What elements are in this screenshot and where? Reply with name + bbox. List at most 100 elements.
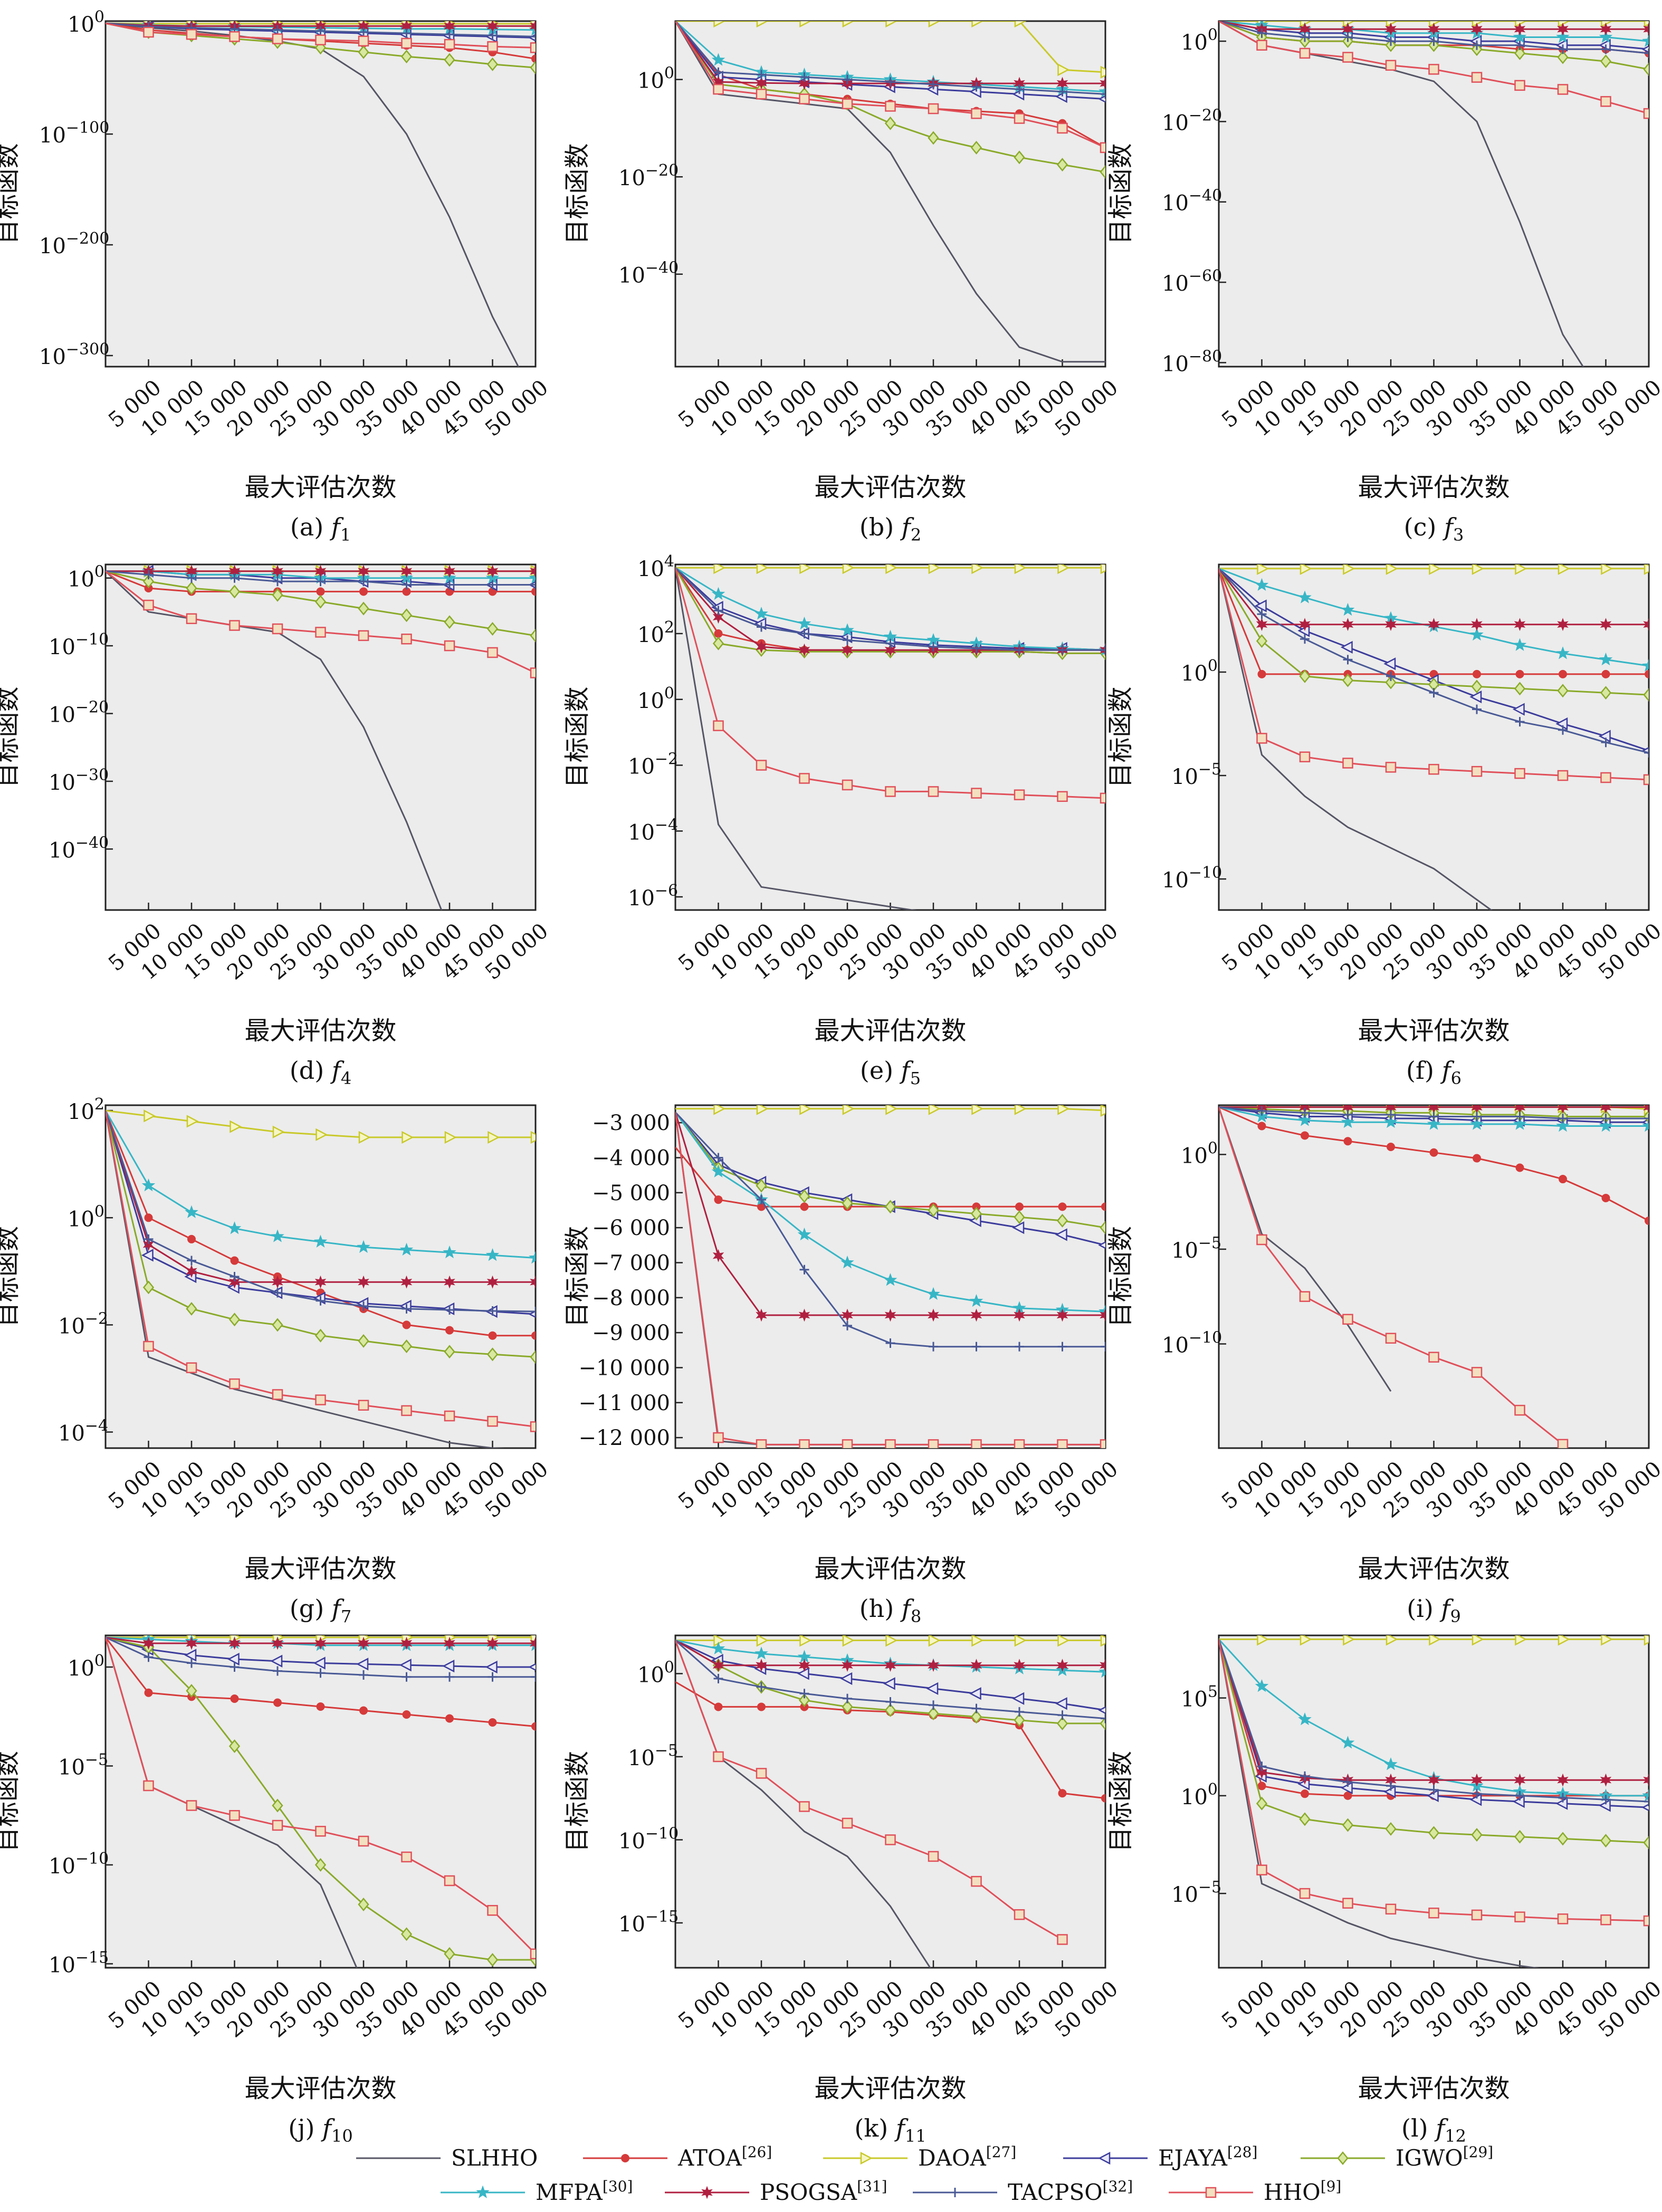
data-point-hho [885,1439,896,1448]
data-point-igwo [358,45,369,59]
data-point-atoa [488,1718,497,1727]
data-point-psogsa [1385,22,1397,36]
data-point-daoa [1515,564,1527,575]
data-point-daoa [1057,1635,1070,1647]
data-point-igwo [970,1710,982,1724]
data-point-ejaya [1012,1692,1025,1705]
legend-item-igwo: IGWO[29] [1301,2143,1493,2171]
y-tick-label: 10−15 [49,1949,109,1978]
data-point-daoa [1100,1635,1105,1647]
data-point-mfpa [141,1178,156,1192]
data-point-tacpso [488,580,498,590]
data-point-hho [1256,1234,1267,1246]
data-point-tacpso [1057,645,1067,655]
data-point-ejaya [1383,657,1396,671]
data-point-hho [1385,60,1397,71]
data-point-daoa [1472,21,1484,28]
data-point-daoa [1100,564,1105,574]
data-point-mfpa [1599,30,1613,43]
data-point-tacpso [843,1320,852,1330]
data-point-psogsa [712,1249,724,1262]
data-point-atoa [359,1706,368,1715]
x-axis-title: 最大评估次数 [244,1016,396,1046]
data-point-tacpso [1558,44,1568,54]
panel-caption: (i) f9 [1407,1594,1461,1626]
data-point-hho [799,773,810,784]
data-point-igwo [756,1179,767,1193]
y-tick-label: 10−10 [49,1850,109,1879]
data-point-tacpso [971,644,981,654]
data-point-tacpso [757,1195,766,1205]
data-point-hho [272,1820,283,1831]
data-point-hho [1428,1907,1439,1919]
data-point-daoa [842,1105,855,1115]
data-point-igwo [928,1203,939,1217]
data-point-ejaya [485,1660,498,1674]
data-point-daoa [1558,21,1570,28]
legend-label: ATOA[26] [677,2143,772,2171]
data-point-igwo [1600,54,1612,69]
data-point-igwo [272,588,283,602]
data-point-tacpso [359,27,368,37]
y-tick-label: 10−60 [1162,267,1222,296]
data-point-mfpa [1384,1757,1398,1770]
data-point-tacpso [1015,645,1024,655]
data-point-mfpa [797,1227,811,1241]
data-point-igwo [1471,1828,1483,1842]
data-point-tacpso [713,67,723,77]
data-point-hho [1014,1909,1025,1920]
data-point-mfpa [1099,1664,1105,1678]
data-point-daoa [885,564,898,574]
x-axis-title: 最大评估次数 [1358,473,1510,502]
data-point-daoa [402,1131,414,1144]
data-point-psogsa [1600,618,1612,631]
data-point-hho [971,788,982,799]
data-point-tacpso [757,1682,766,1692]
data-point-igwo [1100,1221,1105,1235]
data-point-tacpso [1429,36,1439,46]
data-point-tacpso [1101,1713,1105,1723]
data-point-daoa [756,1105,769,1115]
data-point-daoa [1429,1635,1441,1646]
data-point-psogsa [1643,618,1649,631]
series-group [1219,1105,1649,1448]
y-tick-label: 100 [637,684,674,713]
panel-caption: (c) f3 [1404,513,1464,545]
data-point-hho [1057,1439,1068,1448]
data-point-psogsa [970,1659,982,1672]
data-point-atoa [1257,1782,1266,1790]
data-point-psogsa [444,1636,455,1650]
data-point-mfpa [1642,34,1649,47]
data-point-igwo [1014,1210,1025,1224]
data-point-mfpa [399,1242,414,1256]
data-point-tacpso [1429,688,1439,698]
data-point-mfpa [1556,30,1570,43]
data-point-psogsa [358,1275,369,1289]
data-point-daoa [272,1125,285,1138]
data-point-tacpso [1429,1785,1439,1795]
data-point-mfpa [711,1164,725,1177]
data-point-psogsa [1514,618,1526,631]
data-point-tacpso [1057,1342,1067,1352]
panel-caption: (e) f5 [860,1056,921,1088]
data-point-daoa [713,1635,726,1647]
y-tick-label: 10−15 [618,1908,679,1937]
data-point-daoa [144,1109,156,1123]
data-point-igwo [1643,1835,1649,1850]
data-point-hho [928,103,939,114]
data-point-igwo [798,1693,810,1707]
data-point-atoa [1601,669,1610,678]
data-point-daoa [1386,564,1398,575]
data-point-hho [928,1439,939,1448]
y-tick-label: 100 [1181,26,1218,55]
data-point-ejaya [1254,599,1267,612]
data-point-atoa [1343,1791,1352,1800]
series-line-slhho [675,567,918,910]
legend-item-slhho: SLHHO [356,2145,538,2171]
data-point-hho [928,786,939,797]
data-point-mfpa [1556,646,1570,659]
data-point-daoa [1515,1635,1527,1646]
data-point-igwo [1342,1818,1354,1832]
data-point-psogsa [1643,1773,1649,1787]
